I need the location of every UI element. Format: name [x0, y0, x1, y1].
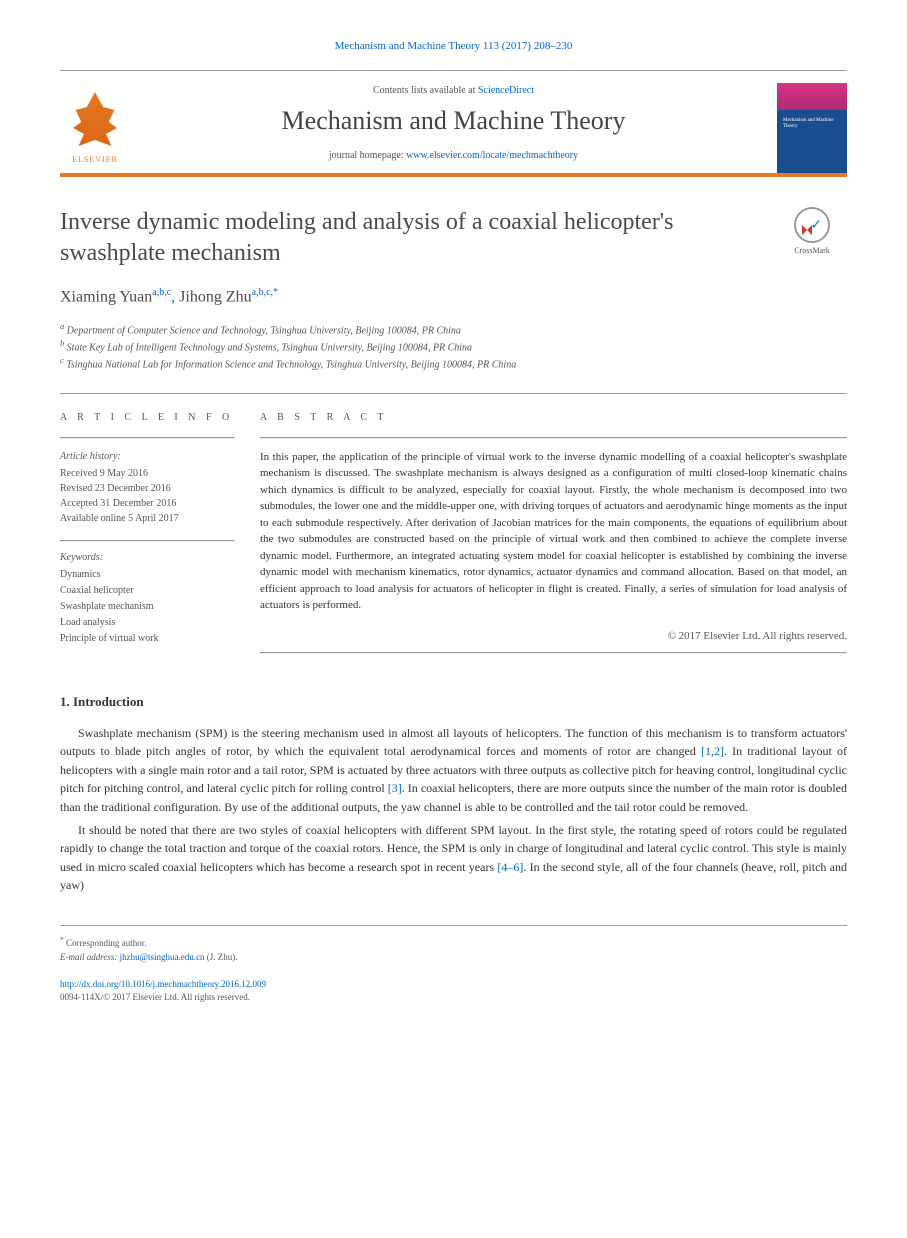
affiliation-text: Department of Computer Science and Techn… — [67, 325, 461, 336]
abstract-heading: A B S T R A C T — [260, 412, 847, 423]
history-item: Revised 23 December 2016 — [60, 481, 235, 496]
sciencedirect-link[interactable]: ScienceDirect — [478, 85, 534, 96]
crossmark-label: CrossMark — [794, 246, 830, 255]
keywords-list: Dynamics Coaxial helicopter Swashplate m… — [60, 567, 235, 647]
article-info-column: A R T I C L E I N F O Article history: R… — [60, 412, 260, 664]
author-affil-sup[interactable]: a,b,c,* — [252, 287, 278, 298]
homepage-prefix: journal homepage: — [329, 150, 406, 161]
affiliation-line: b State Key Lab of Intelligent Technolog… — [60, 338, 847, 355]
body-paragraph: Swashplate mechanism (SPM) is the steeri… — [60, 724, 847, 817]
abstract-copyright: © 2017 Elsevier Ltd. All rights reserved… — [260, 630, 847, 642]
footer: * Corresponding author. E-mail address: … — [60, 925, 847, 1003]
keyword: Coaxial helicopter — [60, 583, 235, 599]
abstract-text: In this paper, the application of the pr… — [260, 449, 847, 614]
affil-marker: b — [60, 339, 64, 348]
affiliation-line: c Tsinghua National Lab for Information … — [60, 355, 847, 372]
abstract-column: A B S T R A C T In this paper, the appli… — [260, 412, 847, 664]
keyword: Dynamics — [60, 567, 235, 583]
elsevier-label: ELSEVIER — [72, 155, 118, 164]
author-name[interactable]: Jihong Zhu — [179, 289, 251, 306]
affiliation-text: Tsinghua National Lab for Information Sc… — [66, 360, 516, 371]
abstract-divider — [260, 652, 847, 654]
info-divider — [60, 540, 235, 542]
crossmark-badge[interactable]: CrossMark — [777, 207, 847, 255]
citation-link[interactable]: [3] — [388, 781, 402, 795]
divider — [60, 393, 847, 394]
history-item: Accepted 31 December 2016 — [60, 496, 235, 511]
corresponding-author: * Corresponding author. — [60, 934, 847, 951]
contents-prefix: Contents lists available at — [373, 85, 478, 96]
history-item: Received 9 May 2016 — [60, 466, 235, 481]
authors-line: Xiaming Yuana,b,c, Jihong Zhua,b,c,* — [60, 287, 847, 306]
email-line: E-mail address: jhzhu@tsinghua.edu.cn (J… — [60, 951, 847, 965]
corresponding-label: Corresponding author. — [66, 938, 147, 948]
contents-line: Contents lists available at ScienceDirec… — [145, 85, 762, 96]
email-link[interactable]: jhzhu@tsinghua.edu.cn — [120, 952, 205, 962]
article-history: Article history: Received 9 May 2016 Rev… — [60, 449, 235, 526]
affiliations: a Department of Computer Science and Tec… — [60, 321, 847, 373]
doi-block: http://dx.doi.org/10.1016/j.mechmachtheo… — [60, 978, 847, 1003]
elsevier-logo[interactable]: ELSEVIER — [60, 88, 130, 168]
keyword: Load analysis — [60, 615, 235, 631]
email-label: E-mail address: — [60, 952, 117, 962]
history-item: Available online 5 April 2017 — [60, 511, 235, 526]
author-name[interactable]: Xiaming Yuan — [60, 289, 152, 306]
affiliation-text: State Key Lab of Intelligent Technology … — [67, 342, 472, 353]
affil-marker: c — [60, 356, 64, 365]
keyword: Principle of virtual work — [60, 631, 235, 647]
abstract-divider — [260, 437, 847, 439]
keywords-label: Keywords: — [60, 552, 235, 563]
header-center: Contents lists available at ScienceDirec… — [145, 85, 762, 171]
elsevier-tree-icon — [68, 92, 123, 152]
journal-name: Mechanism and Machine Theory — [145, 106, 762, 136]
homepage-line: journal homepage: www.elsevier.com/locat… — [145, 150, 762, 161]
section-heading-introduction: 1. Introduction — [60, 694, 847, 710]
citation-link[interactable]: [4–6] — [497, 860, 523, 874]
doi-link[interactable]: http://dx.doi.org/10.1016/j.mechmachtheo… — [60, 978, 847, 991]
citation-link[interactable]: [1,2] — [701, 744, 724, 758]
article-info-heading: A R T I C L E I N F O — [60, 412, 235, 423]
history-label: Article history: — [60, 449, 235, 464]
journal-cover-thumb[interactable]: Mechanism and Machine Theory — [777, 83, 847, 173]
article-title: Inverse dynamic modeling and analysis of… — [60, 207, 757, 269]
affil-marker: a — [60, 322, 64, 331]
journal-header: ELSEVIER Contents lists available at Sci… — [60, 70, 847, 177]
issn-line: 0094-114X/© 2017 Elsevier Ltd. All right… — [60, 991, 847, 1004]
journal-reference: Mechanism and Machine Theory 113 (2017) … — [60, 40, 847, 52]
cover-thumb-text: Mechanism and Machine Theory — [783, 118, 847, 130]
keyword: Swashplate mechanism — [60, 599, 235, 615]
info-divider — [60, 437, 235, 439]
affiliation-line: a Department of Computer Science and Tec… — [60, 321, 847, 338]
author-affil-sup[interactable]: a,b,c — [152, 287, 171, 298]
email-suffix: (J. Zhu). — [207, 952, 238, 962]
homepage-link[interactable]: www.elsevier.com/locate/mechmachtheory — [406, 150, 578, 161]
asterisk: * — [60, 935, 64, 944]
body-paragraph: It should be noted that there are two st… — [60, 821, 847, 895]
crossmark-icon — [794, 207, 830, 243]
